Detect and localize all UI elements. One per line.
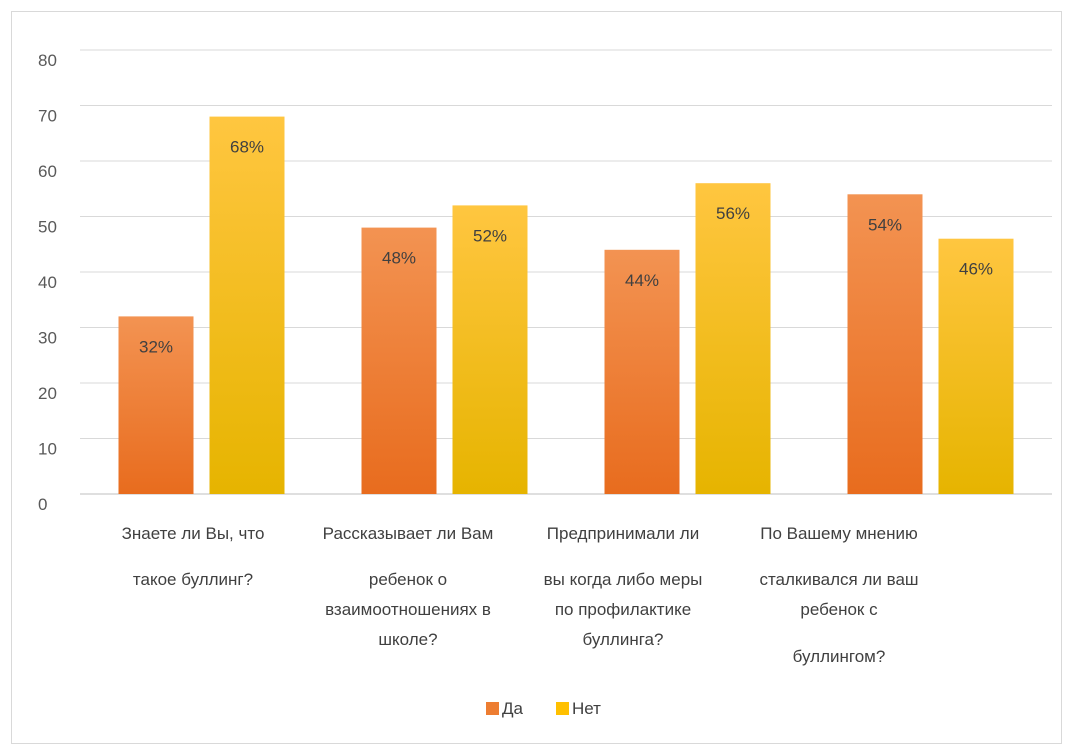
data-label: 56%: [716, 204, 750, 223]
category-label: сталкивался ли ваш: [759, 570, 918, 589]
category-label: вы когда либо меры: [544, 570, 703, 589]
category-label: Предпринимали ли: [547, 524, 699, 543]
category-label: такое буллинг?: [133, 570, 253, 589]
category-label: Рассказывает ли Вам: [323, 524, 494, 543]
category-label: школе?: [378, 630, 437, 649]
bar-da: [847, 194, 923, 495]
bar-net: [452, 205, 528, 494]
data-label: 48%: [382, 249, 416, 268]
bar-net: [938, 238, 1014, 494]
category-label: взаимоотношениях в: [325, 600, 491, 619]
data-label: 32%: [139, 337, 173, 356]
legend-swatch-da: [486, 702, 499, 715]
bar-da: [604, 249, 680, 494]
y-tick-label: 50: [38, 218, 57, 237]
data-label: 44%: [625, 271, 659, 290]
y-tick-label: 20: [38, 384, 57, 403]
bars: [118, 116, 1014, 495]
legend-label: Да: [502, 699, 524, 718]
category-label: По Вашему мнению: [760, 524, 918, 543]
legend-swatch-net: [556, 702, 569, 715]
category-label: ребенок с: [800, 600, 878, 619]
y-tick-label: 80: [38, 51, 57, 70]
data-label: 68%: [230, 138, 264, 157]
bar-da: [361, 227, 437, 494]
category-label: Знаете ли Вы, что: [122, 524, 265, 543]
y-tick-label: 30: [38, 329, 57, 348]
bar-net: [695, 183, 771, 494]
bar-da: [118, 316, 194, 494]
category-labels: Знаете ли Вы, что такое буллинг? Рассказыв…: [122, 524, 919, 666]
category-label: по профилактике: [555, 600, 691, 619]
data-label: 54%: [868, 215, 902, 234]
y-tick-label: 10: [38, 440, 57, 459]
legend: Да Нет: [486, 699, 601, 718]
y-tick-label: 0: [38, 495, 47, 514]
y-tick-label: 60: [38, 162, 57, 181]
data-labels: 32% 68% 48% 52% 44% 56% 54% 46%: [139, 138, 993, 357]
category-label: буллинга?: [583, 630, 664, 649]
data-label: 46%: [959, 260, 993, 279]
legend-label: Нет: [572, 699, 601, 718]
y-tick-label: 70: [38, 107, 57, 126]
y-axis-ticks: 0 10 20 30 40 50 60 70 80: [38, 51, 57, 514]
bar-net: [209, 116, 285, 494]
y-tick-label: 40: [38, 273, 57, 292]
category-label: буллингом?: [793, 647, 886, 666]
category-label: ребенок о: [369, 570, 447, 589]
data-label: 52%: [473, 226, 507, 245]
